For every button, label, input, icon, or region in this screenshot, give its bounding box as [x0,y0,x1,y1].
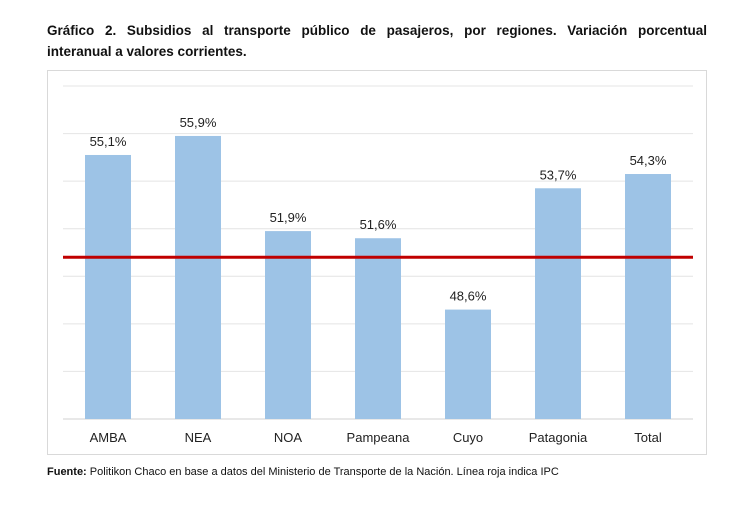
x-tick-label: Total [634,430,662,445]
x-tick-label: Cuyo [453,430,483,445]
bar-amba [85,154,131,419]
data-label: 48,6% [450,289,487,304]
chart-title: Gráfico 2. Subsidios al transporte públi… [47,20,707,62]
x-tick-label: NOA [274,430,303,445]
x-tick-label: Patagonia [529,430,588,445]
x-tick-label: AMBA [90,430,127,445]
data-label: 55,9% [180,115,217,130]
chart-frame [47,70,707,455]
source-text: Politikon Chaco en base a datos del Mini… [86,466,559,478]
data-label: 55,1% [90,134,127,149]
data-label: 51,9% [270,210,307,225]
bar-patagonia [535,188,581,419]
title-line-1: Gráfico 2. Subsidios al transporte públi… [47,23,707,38]
x-tick-label: NEA [185,430,212,445]
bar-cuyo [445,309,491,419]
bar-nea [175,135,221,419]
title-line-2: interanual a valores corrientes. [47,44,247,59]
data-label: 53,7% [540,167,577,182]
bar-total [625,174,671,419]
source-note: Fuente: Politikon Chaco en base a datos … [47,466,559,478]
bar-pampeana [355,238,401,419]
bar-noa [265,231,311,419]
x-tick-label: Pampeana [347,430,411,445]
data-label: 54,3% [630,153,667,168]
source-label: Fuente: [47,466,87,478]
data-label: 51,6% [360,217,397,232]
